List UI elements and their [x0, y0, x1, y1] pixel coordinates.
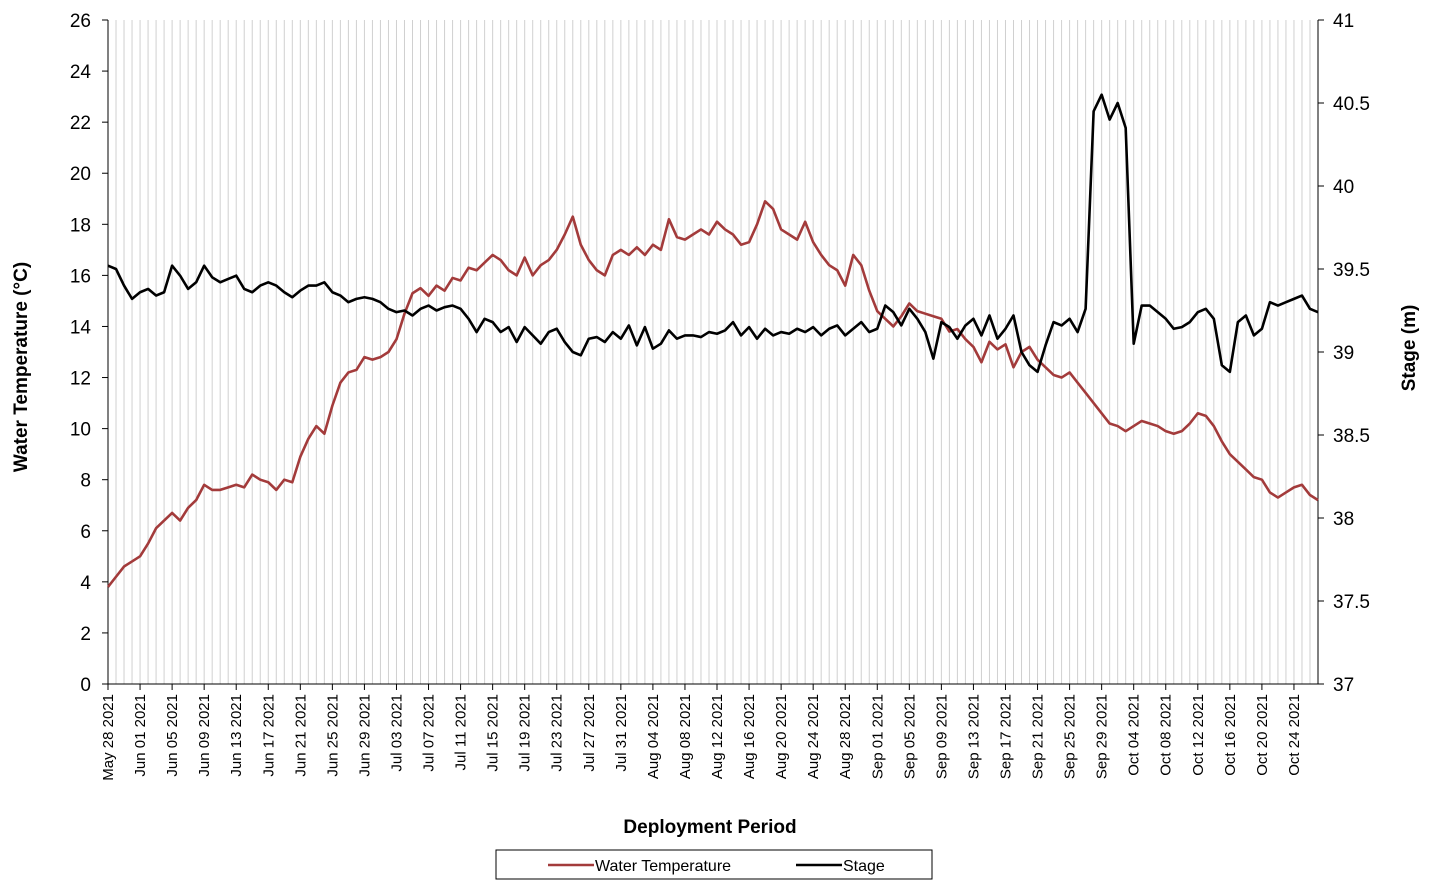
y-tick-label: 24 — [70, 62, 92, 83]
y-tick-label: 14 — [70, 317, 92, 338]
y2-axis-title: Stage (m) — [1399, 305, 1420, 392]
x-tick-label: Sep 01 2021 — [869, 694, 886, 779]
y-tick-label: 22 — [70, 113, 91, 134]
x-tick-label: Jul 11 2021 — [453, 694, 470, 770]
x-tick-label: Jun 25 2021 — [324, 694, 341, 777]
y2-tick-label: 40.5 — [1333, 94, 1370, 115]
x-tick-label: May 28 2021 — [100, 694, 117, 781]
y2-tick-label: 38 — [1333, 509, 1354, 530]
x-tick-label: Jul 07 2021 — [421, 694, 438, 772]
y-tick-label: 6 — [80, 522, 91, 543]
y2-tick-label: 37.5 — [1333, 592, 1370, 613]
y-tick-label: 4 — [80, 573, 91, 594]
x-tick-label: Sep 21 2021 — [1030, 694, 1047, 779]
y-tick-label: 20 — [70, 164, 91, 185]
y2-tick-label: 40 — [1333, 177, 1354, 198]
x-tick-label: Jun 09 2021 — [196, 694, 213, 777]
x-tick-label: Oct 24 2021 — [1286, 694, 1303, 776]
x-tick-label: Jul 15 2021 — [485, 694, 502, 772]
y-tick-label: 16 — [70, 266, 91, 287]
x-tick-label: Oct 08 2021 — [1158, 694, 1175, 776]
y-tick-label: 18 — [70, 215, 91, 236]
y-axis-title: Water Temperature (°C) — [11, 262, 32, 472]
x-tick-label: Sep 25 2021 — [1062, 694, 1079, 779]
x-tick-label: Jun 21 2021 — [292, 694, 309, 777]
x-tick-label: Oct 16 2021 — [1222, 694, 1239, 776]
x-tick-label: Sep 09 2021 — [933, 694, 950, 779]
x-tick-label: Oct 04 2021 — [1126, 694, 1143, 776]
x-tick-label: Aug 12 2021 — [709, 694, 726, 779]
x-tick-label: Jul 27 2021 — [581, 694, 598, 772]
x-tick-label: Jun 29 2021 — [356, 694, 373, 777]
y2-tick-label: 39.5 — [1333, 260, 1370, 281]
x-tick-label: Aug 24 2021 — [805, 694, 822, 779]
x-tick-label: Aug 16 2021 — [741, 694, 758, 779]
x-tick-label: Jun 13 2021 — [228, 694, 245, 777]
legend-label: Stage — [843, 858, 885, 875]
x-tick-label: Sep 29 2021 — [1094, 694, 1111, 779]
y-tick-label: 2 — [80, 624, 91, 645]
x-tick-label: Aug 04 2021 — [645, 694, 662, 779]
x-tick-label: Aug 08 2021 — [677, 694, 694, 779]
y2-tick-label: 41 — [1333, 11, 1354, 32]
y-tick-label: 12 — [70, 369, 91, 390]
x-tick-label: Jul 31 2021 — [613, 694, 630, 772]
x-tick-label: Jul 03 2021 — [388, 694, 405, 772]
y-tick-label: 26 — [70, 11, 91, 32]
x-tick-label: Aug 20 2021 — [773, 694, 790, 779]
y2-tick-label: 38.5 — [1333, 426, 1370, 447]
y2-tick-label: 39 — [1333, 343, 1354, 364]
legend-label: Water Temperature — [595, 858, 731, 875]
y2-tick-label: 37 — [1333, 675, 1354, 696]
x-tick-label: Jun 17 2021 — [260, 694, 277, 777]
y-tick-label: 8 — [80, 471, 91, 492]
x-tick-label: Oct 12 2021 — [1190, 694, 1207, 776]
x-tick-label: Sep 05 2021 — [901, 694, 918, 779]
x-axis-title: Deployment Period — [623, 817, 796, 838]
x-tick-label: Jul 19 2021 — [517, 694, 534, 772]
y-tick-label: 0 — [80, 675, 91, 696]
x-tick-label: Oct 20 2021 — [1254, 694, 1271, 776]
x-tick-label: Sep 17 2021 — [997, 694, 1014, 779]
x-tick-label: Jun 01 2021 — [132, 694, 149, 777]
data-line — [106, 200, 1319, 588]
x-tick-label: Jun 05 2021 — [164, 694, 181, 777]
x-tick-label: Sep 13 2021 — [965, 694, 982, 779]
data-line — [107, 93, 1319, 374]
y-tick-label: 10 — [70, 420, 91, 441]
x-tick-label: Aug 28 2021 — [837, 694, 854, 779]
x-tick-label: Jul 23 2021 — [549, 694, 566, 772]
